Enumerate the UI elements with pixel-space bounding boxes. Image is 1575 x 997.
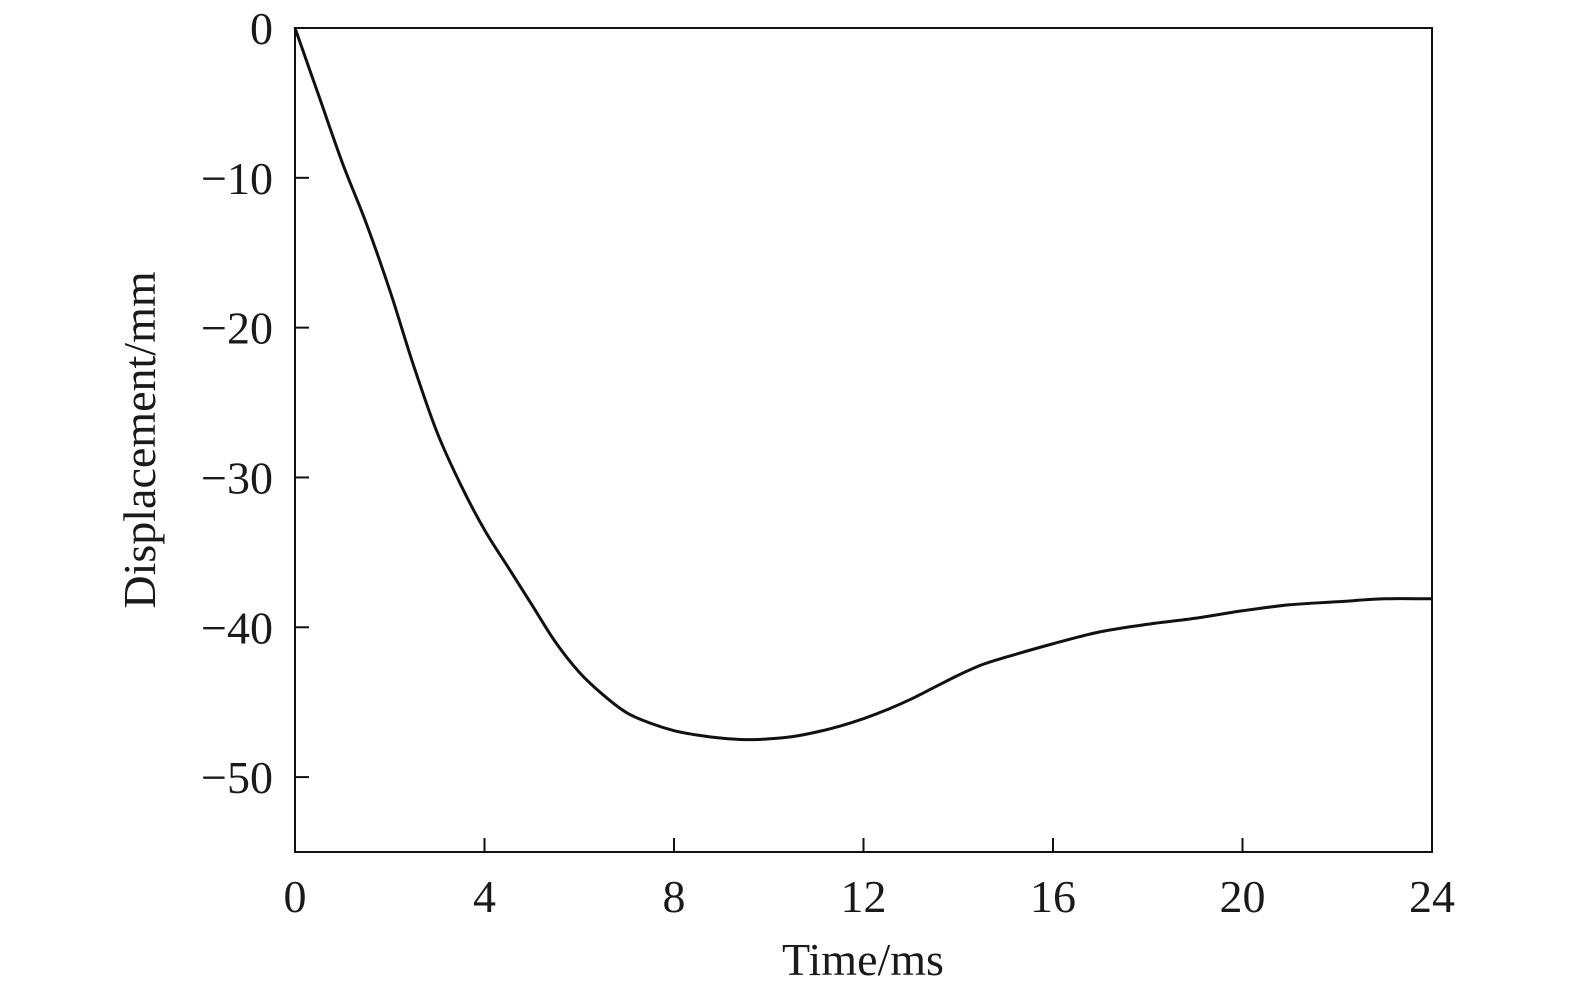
tick-labels: 0 4 8 12 16 20 24 0 −10 −20 −30 −40 −50: [201, 3, 1455, 922]
y-tick-label: −20: [201, 303, 273, 354]
x-tick-label: 16: [1030, 871, 1076, 922]
x-tick-label: 0: [284, 871, 307, 922]
y-tick-label: −40: [201, 602, 273, 653]
x-tick-label: 12: [841, 871, 887, 922]
y-tick-label: 0: [250, 3, 273, 54]
y-tick-label: −30: [201, 452, 273, 503]
x-axis-label: Time/ms: [782, 934, 944, 985]
y-tick-label: −10: [201, 153, 273, 204]
plot-frame: [294, 27, 1433, 853]
x-tick-label: 24: [1409, 871, 1455, 922]
x-tick-label: 8: [663, 871, 686, 922]
displacement-series-line: [293, 27, 1433, 742]
y-axis-label: Displacement/mm: [114, 271, 165, 608]
y-tick-label: −50: [201, 752, 273, 803]
x-tick-label: 4: [473, 871, 496, 922]
series-lines: [293, 27, 1433, 742]
x-tick-label: 20: [1220, 871, 1266, 922]
